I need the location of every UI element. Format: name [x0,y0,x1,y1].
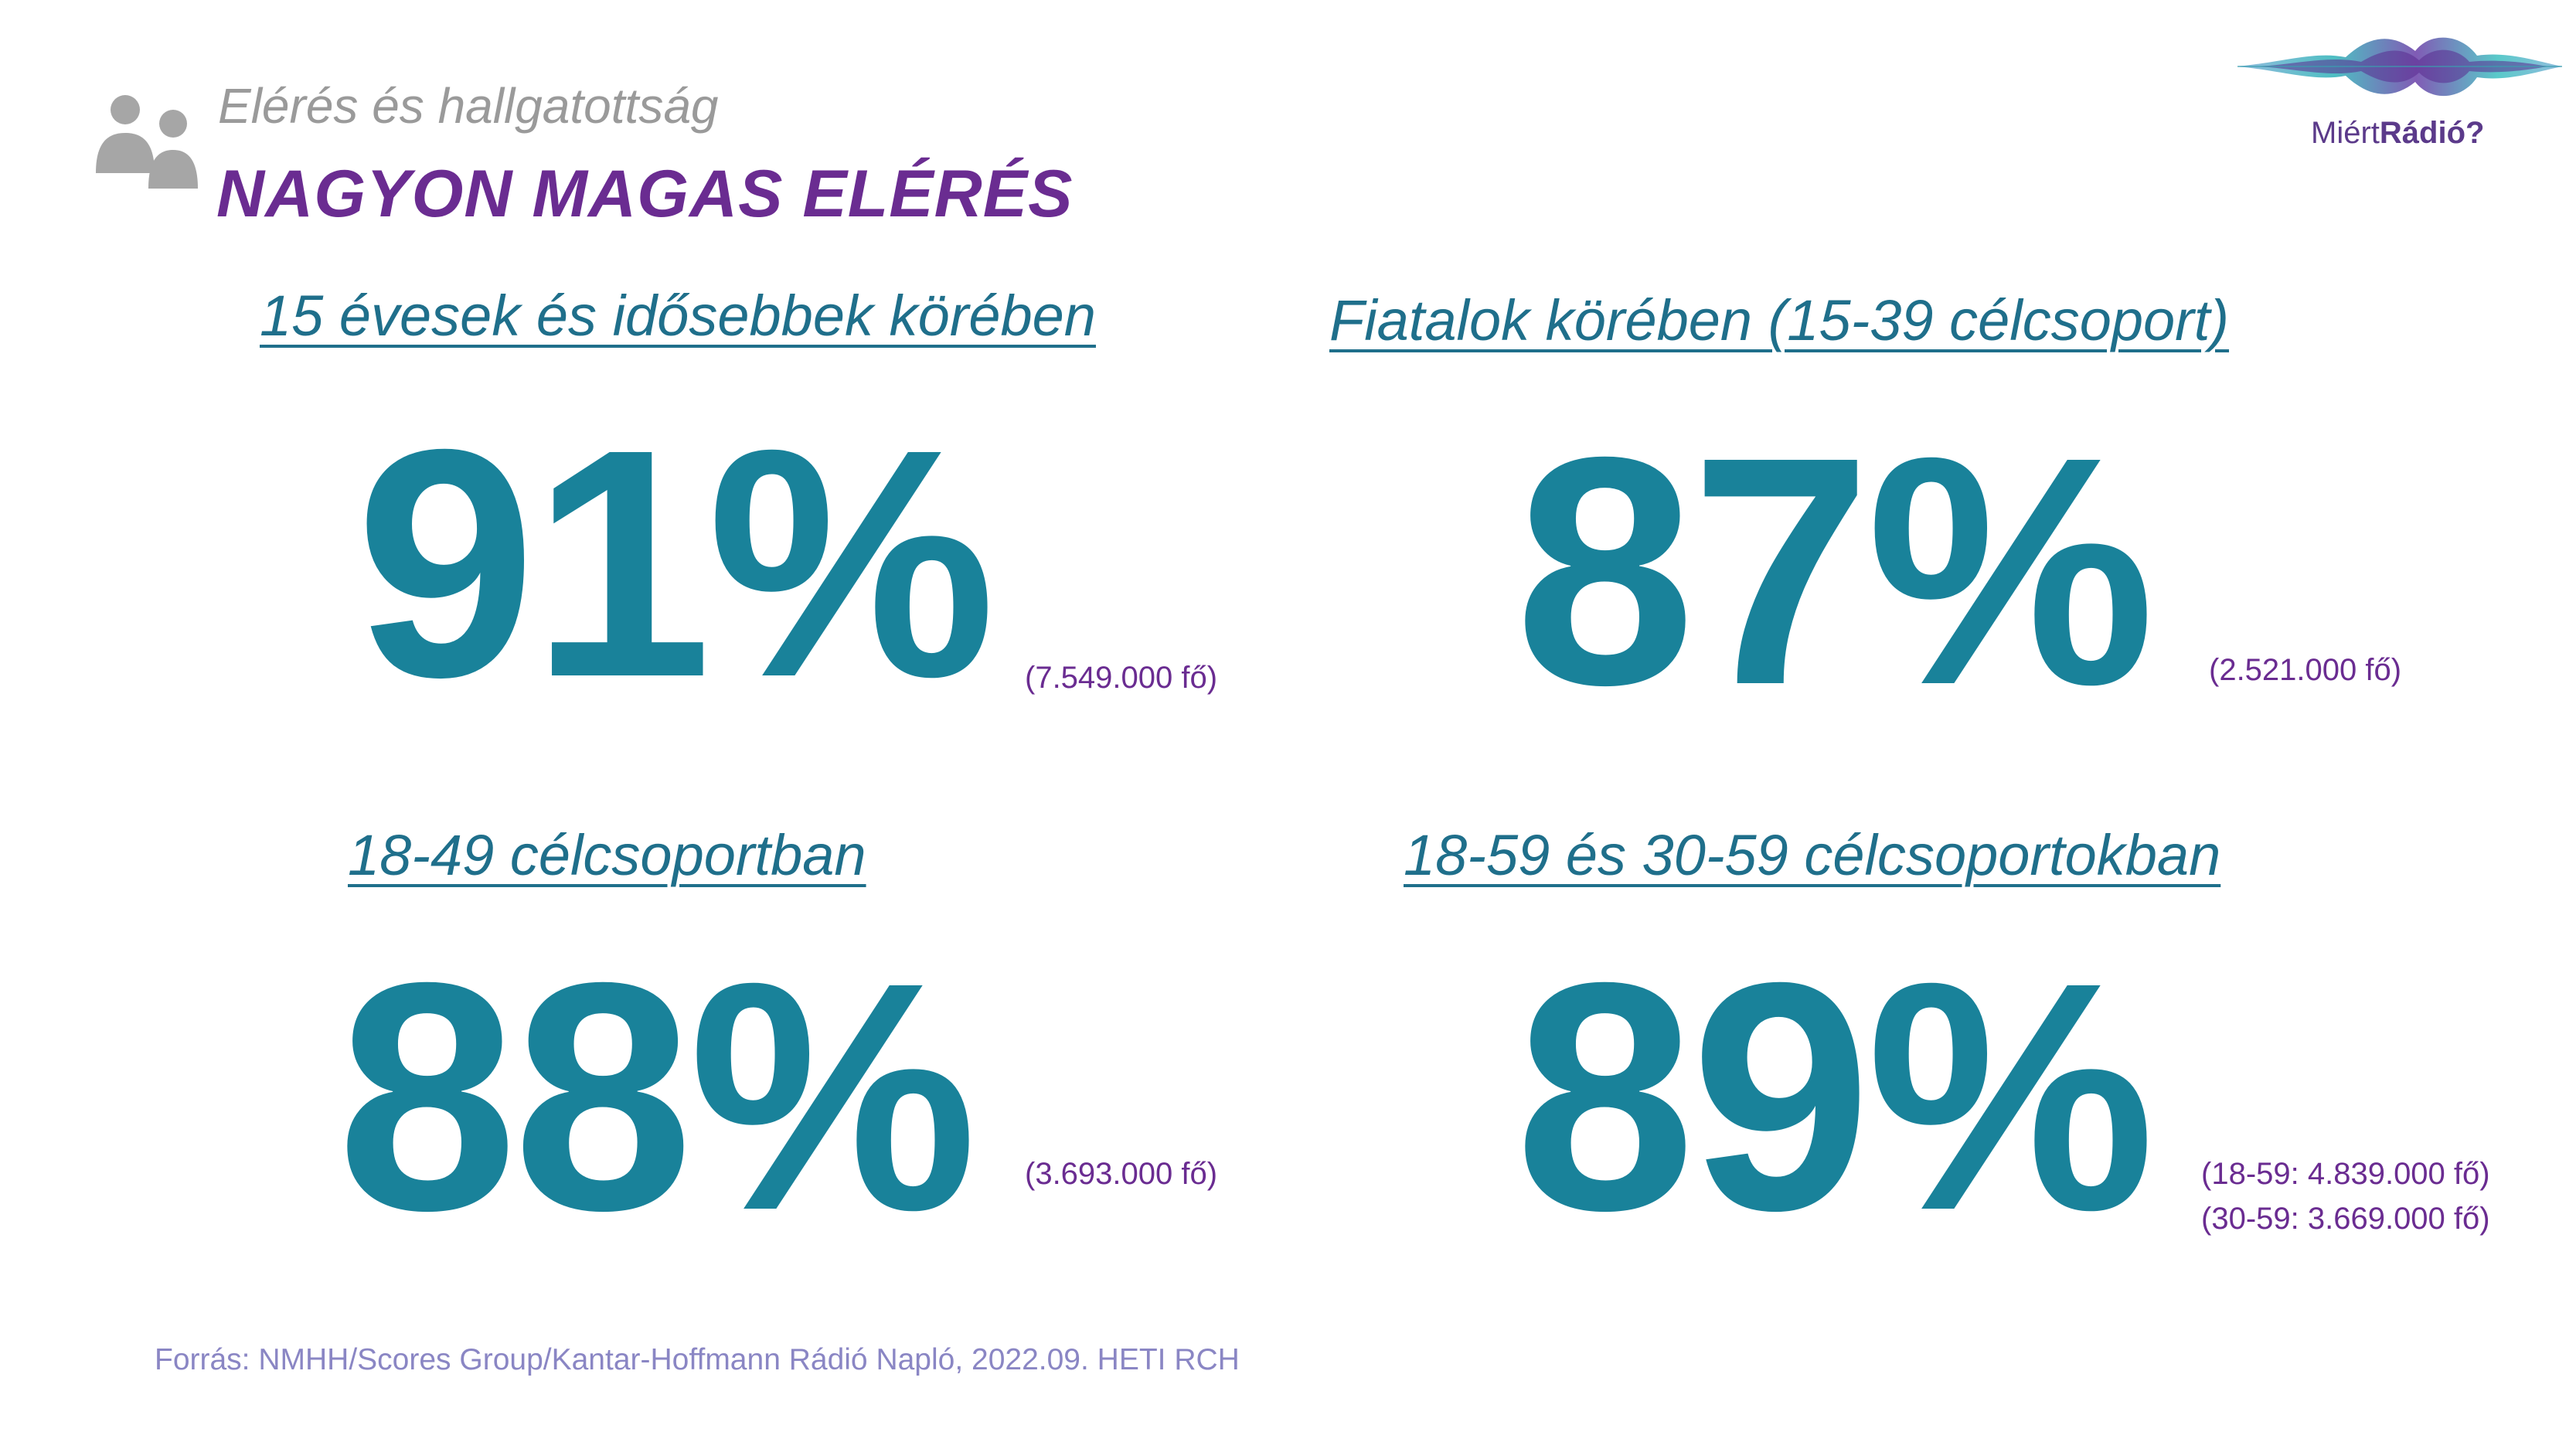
stat-heading-15-39: Fiatalok körében (15-39 célcsoport) [1329,288,2230,352]
section-kicker: Elérés és hallgatottság [218,78,719,134]
sound-wave-icon [2237,37,2562,97]
stat-value-15-39: 87% [1515,390,2156,753]
stat-value-18-49: 88% [337,916,978,1278]
stat-heading-15plus: 15 évesek és idősebbek körében [260,284,1096,348]
stat-note-15-39: (2.521.000 fő) [2209,653,2402,687]
stat-note-18-59: (18-59: 4.839.000 fő) [2201,1157,2490,1191]
stat-note-30-59: (30-59: 3.669.000 fő) [2201,1202,2490,1236]
source-footnote: Forrás: NMHH/Scores Group/Kantar-Hoffman… [155,1343,1240,1376]
stat-note-18-49: (3.693.000 fő) [1025,1157,1218,1191]
people-icon [96,95,198,189]
stat-value-18-59-30-59: 89% [1515,916,2156,1278]
stat-note-15plus: (7.549.000 fő) [1025,661,1218,695]
stat-heading-18-59-30-59: 18-59 és 30-59 célcsoportokban [1404,823,2221,887]
stat-value-15plus: 91% [356,383,996,745]
logo-text: MiértRádió? [2311,116,2485,150]
page-title: NAGYON MAGAS ELÉRÉS [216,157,1074,231]
stat-heading-18-49: 18-49 célcsoportban [348,823,866,887]
